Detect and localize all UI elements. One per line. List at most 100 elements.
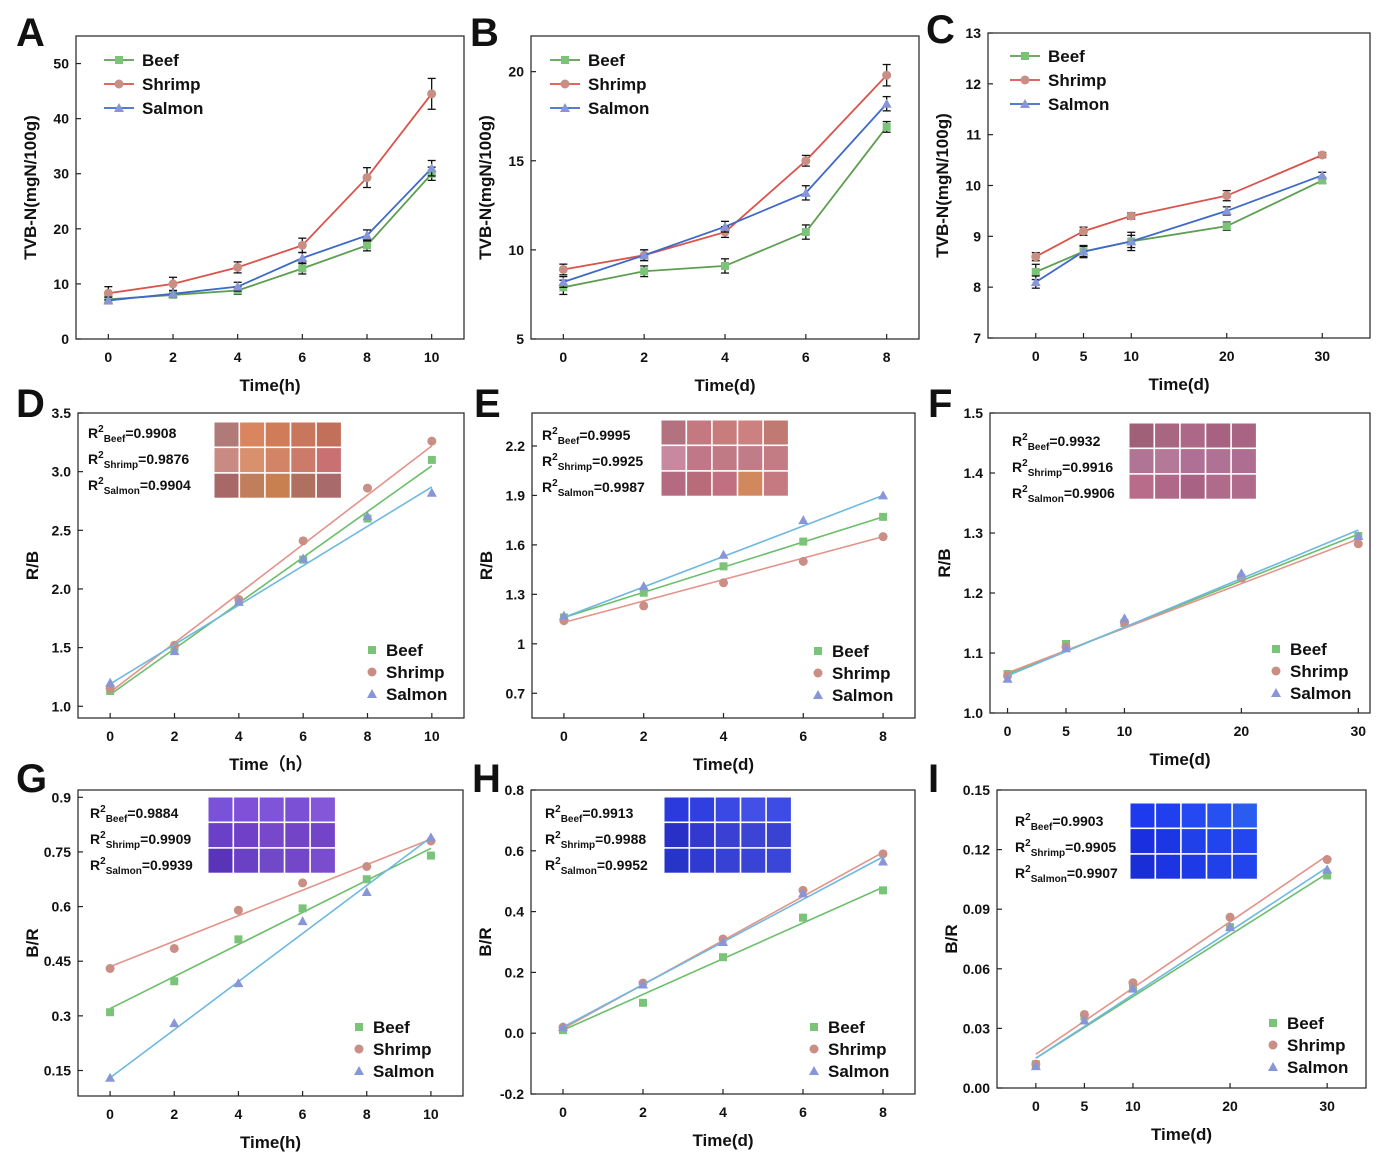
sensor-swatch	[765, 822, 792, 849]
x-tick-label: 4	[719, 1104, 727, 1120]
x-axis-label: Time(h)	[239, 376, 300, 395]
sensor-image-grid	[663, 796, 792, 874]
data-point	[361, 887, 372, 896]
y-tick-label: 20	[53, 221, 69, 237]
sensor-swatch	[315, 421, 342, 448]
series-salmon	[105, 832, 436, 1082]
sensor-image-grid	[1128, 422, 1257, 500]
x-tick-label: 0	[106, 1106, 114, 1122]
data-point	[638, 979, 648, 989]
r2-annotation: R2Salmon=0.9939	[90, 856, 193, 877]
y-tick-label: 1.0	[52, 698, 72, 714]
data-point	[799, 537, 808, 546]
data-point	[169, 646, 180, 656]
x-tick-label: 8	[883, 349, 891, 365]
plot-frame	[77, 412, 465, 719]
legend-marker	[560, 79, 570, 89]
data-point	[362, 511, 373, 521]
x-tick-label: 10	[424, 728, 440, 744]
y-tick-label: 3.0	[52, 464, 72, 480]
data-point	[558, 1022, 568, 1032]
legend-marker	[810, 1023, 818, 1031]
data-point	[169, 1018, 180, 1028]
data-point	[169, 943, 179, 953]
legend-label: Salmon	[1290, 684, 1351, 703]
x-tick-label: 6	[299, 1106, 307, 1122]
sensor-swatch	[711, 470, 738, 497]
y-tick-label: 0	[61, 331, 69, 347]
r2-annotation: R2Salmon=0.9906	[1012, 484, 1115, 505]
sensor-swatch	[663, 796, 690, 823]
data-point	[719, 953, 727, 962]
sensor-swatch	[1179, 473, 1206, 500]
r2-annotation: R2Shrimp=0.9905	[1015, 838, 1116, 859]
y-tick-label: 1.6	[506, 537, 526, 553]
data-point	[426, 851, 435, 860]
legend-marker	[115, 56, 123, 64]
series-line	[108, 173, 433, 301]
legend-label: Beef	[373, 1018, 410, 1037]
sensor-swatch	[284, 796, 311, 823]
data-point	[106, 1008, 115, 1017]
legend-marker	[560, 103, 570, 112]
data-point	[882, 122, 891, 131]
y-tick-label: 1.1	[964, 645, 984, 661]
series-salmon	[1030, 170, 1328, 289]
legend-label: Salmon	[373, 1062, 434, 1081]
y-tick-label: 1.5	[964, 405, 984, 421]
x-tick-label: 8	[879, 728, 887, 744]
x-tick-label: 2	[169, 349, 177, 365]
data-point	[1079, 226, 1088, 236]
y-axis-label: R/B	[935, 548, 954, 577]
series-salmon	[558, 95, 892, 288]
x-tick-label: 5	[1080, 348, 1088, 364]
legend-marker	[1020, 99, 1030, 108]
data-point	[297, 240, 307, 250]
y-tick-label: 0.6	[52, 899, 72, 915]
sensor-swatch	[233, 822, 260, 849]
r2-annotation: R2Beef=0.9908	[88, 424, 177, 445]
sensor-swatch	[258, 847, 285, 874]
data-point	[168, 279, 178, 289]
y-tick-label: 0.09	[963, 901, 990, 917]
series-beef	[1031, 176, 1327, 281]
sensor-swatch	[1128, 448, 1155, 475]
y-tick-label: 15	[508, 153, 524, 169]
sensor-swatch	[1205, 422, 1232, 449]
chart-panel-D: 1.0 1.5 2.0 2.5 3.0 3.5 0 2 4 6 8 10 Time（h） R/B D Beef…	[16, 382, 465, 774]
sensor-swatch	[686, 470, 713, 497]
x-tick-label: 10	[1125, 1098, 1141, 1114]
data-point	[878, 532, 888, 542]
y-tick-label: 11	[966, 127, 981, 143]
r2-annotation: R2Beef=0.9903	[1015, 812, 1104, 833]
legend-marker	[1272, 645, 1280, 653]
r2-annotation: R2Salmon=0.9904	[88, 476, 191, 497]
legend-label: Beef	[1048, 47, 1085, 66]
x-tick-label: 4	[235, 1106, 243, 1122]
plot-frame	[77, 789, 464, 1097]
y-tick-label: 9	[973, 228, 981, 244]
data-point	[1079, 1009, 1089, 1019]
y-tick-label: 7	[973, 330, 981, 346]
data-point	[427, 455, 436, 464]
data-point	[363, 483, 372, 493]
chart-panel-H: -0.2 0.0 0.2 0.4 0.6 0.8 0 2 4 6 8 Time(d) B/R H Beef S…	[472, 757, 916, 1150]
y-axis-label: R/B	[477, 551, 496, 580]
r2-annotation: R2Shrimp=0.9876	[88, 450, 189, 471]
x-tick-label: 30	[1351, 723, 1367, 739]
sensor-swatch	[284, 847, 311, 874]
legend-label: Beef	[1287, 1014, 1324, 1033]
legend-marker	[354, 1066, 364, 1075]
sensor-swatch	[290, 421, 317, 448]
sensor-swatch	[1230, 422, 1257, 449]
sensor-swatch	[689, 847, 716, 874]
data-point	[1222, 222, 1231, 231]
sensor-swatch	[213, 421, 240, 448]
y-tick-label: 1.0	[964, 705, 984, 721]
data-point	[1128, 978, 1138, 988]
y-axis-label: B/R	[942, 924, 961, 953]
legend-marker	[809, 1066, 819, 1075]
y-axis-label: TVB-N(mgN/100g)	[933, 113, 952, 258]
plot-frame	[989, 412, 1371, 714]
data-point	[298, 553, 309, 563]
